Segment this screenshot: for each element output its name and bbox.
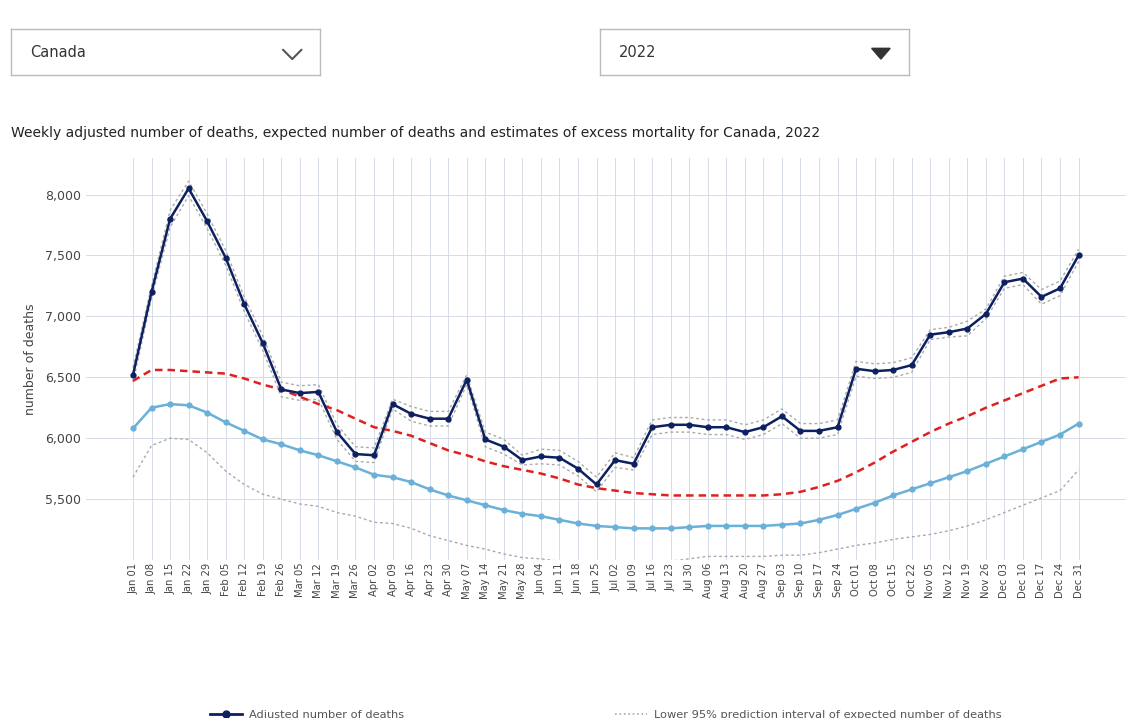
Legend: Adjusted number of deaths, Expected number of deaths, Lower 95% prediction inter: Adjusted number of deaths, Expected numb… (210, 711, 1001, 718)
Text: Weekly adjusted number of deaths, expected number of deaths and estimates of exc: Weekly adjusted number of deaths, expect… (11, 126, 821, 139)
Text: Canada: Canada (30, 45, 86, 60)
Y-axis label: number of deaths: number of deaths (24, 303, 37, 415)
Polygon shape (872, 48, 890, 59)
Text: 2022: 2022 (618, 45, 656, 60)
